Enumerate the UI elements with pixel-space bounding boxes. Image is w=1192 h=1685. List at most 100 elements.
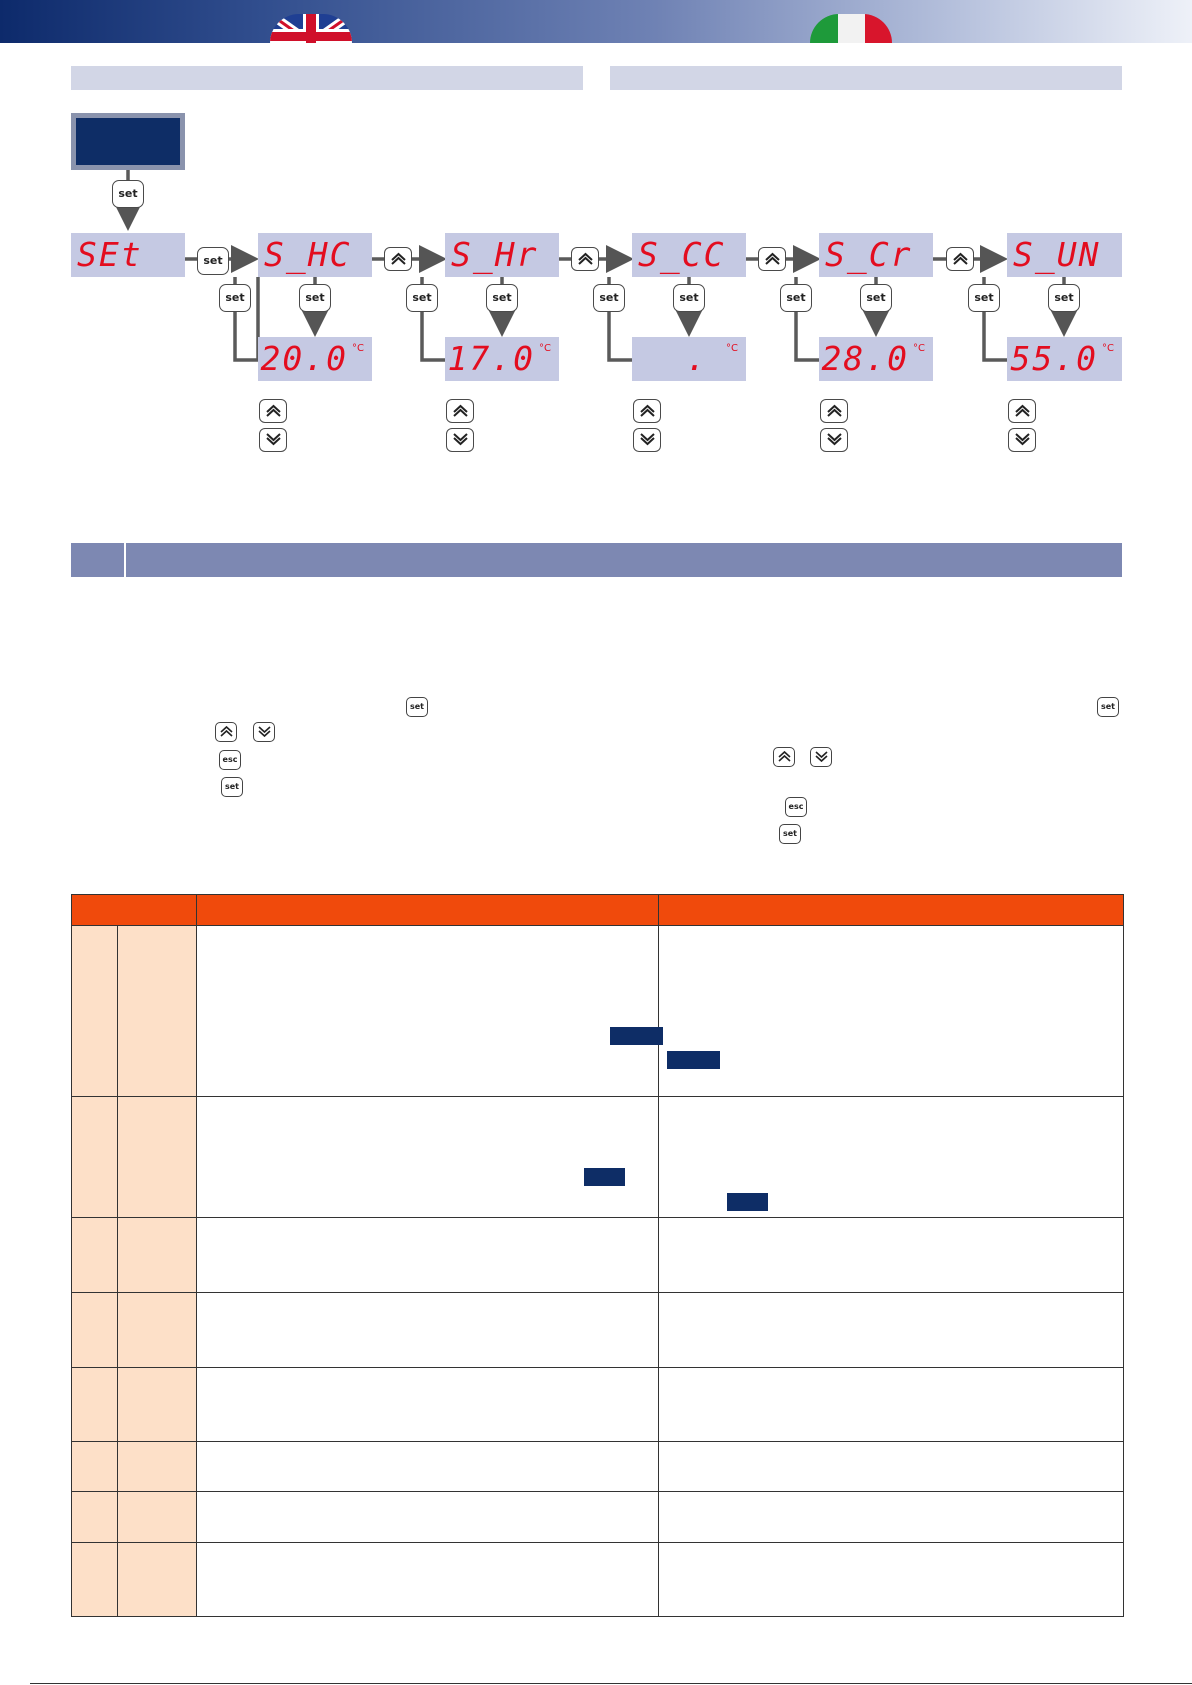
- lcd-value-s-cc: . °C: [632, 337, 746, 381]
- table-row: [71, 925, 1124, 1097]
- italy-flag-icon: [810, 14, 892, 43]
- up-chevron-icon: [777, 750, 791, 762]
- down-chevron-icon: [639, 433, 655, 446]
- unit-label: °C: [913, 343, 925, 354]
- row-number-cell: [71, 1217, 118, 1293]
- row-it-cell: [658, 1096, 1124, 1218]
- up-key[interactable]: [1008, 399, 1036, 423]
- param-value: 28.0: [821, 339, 909, 378]
- table-row: [71, 1096, 1124, 1218]
- set-key[interactable]: set: [486, 284, 518, 312]
- row-number-cell: [71, 1542, 118, 1617]
- down-chevron-icon: [826, 433, 842, 446]
- down-key[interactable]: [446, 428, 474, 452]
- set-key[interactable]: set: [860, 284, 892, 312]
- row-code-cell: [117, 1096, 197, 1218]
- set-key[interactable]: set: [1048, 284, 1080, 312]
- row-it-cell: [658, 1441, 1124, 1492]
- esc-key-inline: esc: [785, 797, 807, 817]
- down-chevron-icon: [452, 433, 468, 446]
- set-key-inline: set: [1097, 697, 1119, 717]
- set-key[interactable]: set: [299, 284, 331, 312]
- down-chevron-icon: [265, 433, 281, 446]
- down-chevron-icon: [1014, 433, 1030, 446]
- param-value: .: [686, 339, 708, 378]
- up-chevron-icon: [390, 252, 406, 265]
- table-header-row: [71, 894, 1124, 926]
- highlight-tag: [610, 1027, 663, 1045]
- set-key[interactable]: set: [780, 284, 812, 312]
- row-it-cell: [658, 1367, 1124, 1442]
- set-key[interactable]: set: [593, 284, 625, 312]
- up-chevron-icon: [452, 404, 468, 417]
- param-code: S_Cr: [825, 235, 913, 274]
- row-en-cell: [196, 1441, 659, 1492]
- unit-label: °C: [539, 343, 551, 354]
- up-key[interactable]: [758, 247, 786, 271]
- set-key[interactable]: set: [197, 247, 229, 275]
- row-code-cell: [117, 1542, 197, 1617]
- down-key[interactable]: [820, 428, 848, 452]
- uk-flag-icon: [270, 14, 352, 43]
- down-key[interactable]: [633, 428, 661, 452]
- up-chevron-icon: [952, 252, 968, 265]
- up-key[interactable]: [384, 247, 412, 271]
- row-it-cell: [658, 925, 1124, 1097]
- table-row: [71, 1217, 1124, 1293]
- param-value: 55.0: [1010, 339, 1098, 378]
- lcd-value-s-hr: 17.0 °C: [445, 337, 559, 381]
- param-code: S_UN: [1013, 235, 1101, 274]
- row-it-cell: [658, 1292, 1124, 1368]
- up-chevron-icon: [1014, 404, 1030, 417]
- row-code-cell: [117, 1367, 197, 1442]
- set-key[interactable]: set: [673, 284, 705, 312]
- unit-label: °C: [352, 343, 364, 354]
- unit-label: °C: [1102, 343, 1114, 354]
- table-row: [71, 1542, 1124, 1617]
- set-key[interactable]: set: [406, 284, 438, 312]
- down-chevron-icon: [257, 726, 271, 738]
- row-code-cell: [117, 1292, 197, 1368]
- set-key[interactable]: set: [219, 284, 251, 312]
- down-key[interactable]: [1008, 428, 1036, 452]
- set-key-inline: set: [406, 697, 428, 717]
- row-code-cell: [117, 1491, 197, 1543]
- table-row: [71, 1441, 1124, 1492]
- up-chevron-icon: [639, 404, 655, 417]
- up-key[interactable]: [820, 399, 848, 423]
- up-chevron-icon: [577, 252, 593, 265]
- up-key[interactable]: [446, 399, 474, 423]
- row-en-cell: [196, 1542, 659, 1617]
- lcd-value-s-cr: 28.0 °C: [819, 337, 933, 381]
- parameters-table: [71, 894, 1124, 1617]
- param-value: 17.0: [447, 339, 535, 378]
- row-en-cell: [196, 925, 663, 1097]
- root-display-text: SEt: [77, 235, 143, 274]
- table-row: [71, 1491, 1124, 1543]
- set-key[interactable]: set: [968, 284, 1000, 312]
- set-key-inline: set: [779, 824, 801, 844]
- down-key[interactable]: [259, 428, 287, 452]
- param-code: S_CC: [638, 235, 726, 274]
- up-key[interactable]: [571, 247, 599, 271]
- up-key[interactable]: [259, 399, 287, 423]
- header-cell-code: [71, 894, 197, 926]
- row-en-cell: [196, 1217, 659, 1293]
- up-chevron-icon: [219, 725, 233, 737]
- up-key[interactable]: [633, 399, 661, 423]
- highlight-tag: [584, 1168, 625, 1186]
- row-number-cell: [71, 1292, 118, 1368]
- set-key[interactable]: set: [112, 180, 144, 208]
- highlight-tag: [667, 1051, 720, 1069]
- param-code: S_Hr: [451, 235, 539, 274]
- up-chevron-icon: [265, 404, 281, 417]
- top-banner: [0, 0, 1192, 43]
- section-number-box: [71, 543, 126, 577]
- row-en-cell: [196, 1096, 659, 1218]
- row-number-cell: [71, 1491, 118, 1543]
- up-key-inline: [215, 722, 237, 742]
- header-cell-en: [196, 894, 659, 926]
- param-value: 20.0: [260, 339, 348, 378]
- up-key[interactable]: [946, 247, 974, 271]
- menu-display: [71, 113, 185, 170]
